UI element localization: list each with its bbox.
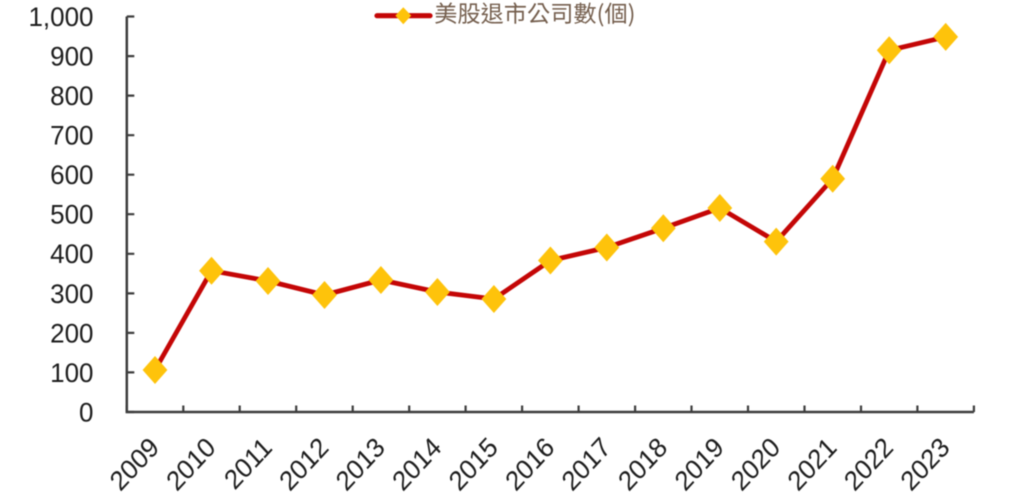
svg-text:2014: 2014	[387, 431, 447, 496]
svg-text:600: 600	[50, 160, 93, 191]
svg-text:1,000: 1,000	[28, 1, 93, 32]
svg-text:2016: 2016	[500, 431, 560, 496]
svg-text:100: 100	[50, 357, 93, 388]
svg-text:2021: 2021	[782, 431, 842, 496]
svg-text:2010: 2010	[161, 431, 221, 496]
svg-text:700: 700	[50, 120, 93, 151]
svg-text:2023: 2023	[895, 431, 955, 496]
svg-text:2018: 2018	[612, 431, 672, 496]
svg-text:900: 900	[50, 41, 93, 72]
svg-text:0: 0	[79, 397, 93, 428]
svg-text:2019: 2019	[669, 431, 729, 496]
svg-text:400: 400	[50, 239, 93, 270]
svg-text:2022: 2022	[838, 431, 898, 496]
svg-text:2011: 2011	[218, 431, 277, 495]
svg-text:2017: 2017	[556, 431, 616, 496]
svg-text:800: 800	[50, 80, 93, 111]
svg-text:2009: 2009	[104, 431, 164, 496]
svg-text:2020: 2020	[725, 431, 785, 496]
svg-text:500: 500	[50, 199, 93, 230]
svg-text:300: 300	[50, 278, 93, 309]
svg-text:200: 200	[50, 318, 93, 349]
svg-text:2012: 2012	[274, 431, 334, 496]
svg-text:2015: 2015	[443, 431, 503, 496]
svg-text:2013: 2013	[330, 431, 390, 496]
